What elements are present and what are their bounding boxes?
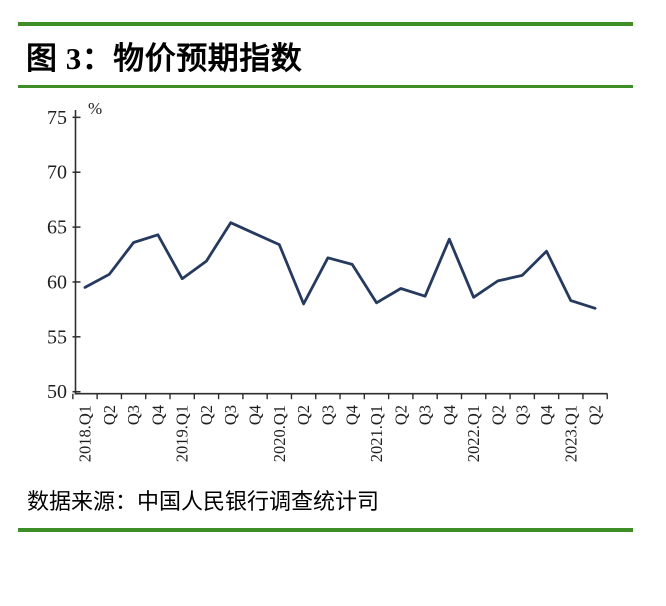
x-tick-label: Q4 xyxy=(440,405,459,425)
x-tick-label: 2019.Q1 xyxy=(173,405,192,462)
x-tick-label: Q2 xyxy=(100,405,119,425)
x-tick-label: Q3 xyxy=(513,405,532,425)
y-tick-label: 50 xyxy=(47,381,67,403)
title-underline-rule xyxy=(18,85,633,88)
y-tick-label: 70 xyxy=(47,162,67,184)
price-expectation-series-line xyxy=(83,221,597,310)
x-tick-label: Q3 xyxy=(318,405,337,425)
x-tick-label: Q4 xyxy=(148,405,167,425)
y-tick-label: 65 xyxy=(47,217,67,239)
x-tick-label: 2020.Q1 xyxy=(270,405,289,462)
x-tick-label: Q3 xyxy=(221,405,240,425)
bottom-divider-rule xyxy=(18,528,633,532)
x-tick-label: Q4 xyxy=(246,405,265,425)
y-tick-label: 75 xyxy=(47,107,67,129)
x-tick-label: Q2 xyxy=(294,405,313,425)
percent-unit-label: % xyxy=(88,99,102,118)
x-tick-label: 2023.Q1 xyxy=(561,405,580,462)
figure-title: 图 3：物价预期指数 xyxy=(26,41,303,76)
y-tick-label: 55 xyxy=(47,326,67,348)
x-tick-label: Q4 xyxy=(343,405,362,425)
x-tick-label: Q2 xyxy=(391,405,410,425)
x-tick-label: Q3 xyxy=(416,405,435,425)
x-tick-label: Q2 xyxy=(586,405,605,425)
data-source-note: 数据来源：中国人民银行调查统计司 xyxy=(27,489,380,514)
x-tick-label: Q2 xyxy=(197,405,216,425)
x-tick-label: 2021.Q1 xyxy=(367,405,386,462)
top-divider-rule xyxy=(18,22,633,26)
x-tick-label: Q4 xyxy=(537,405,556,425)
x-tick-label: Q2 xyxy=(488,405,507,425)
y-tick-label: 60 xyxy=(47,271,67,293)
x-tick-label: Q3 xyxy=(124,405,143,425)
x-tick-label: 2022.Q1 xyxy=(464,405,483,462)
x-tick-label: 2018.Q1 xyxy=(76,405,95,462)
